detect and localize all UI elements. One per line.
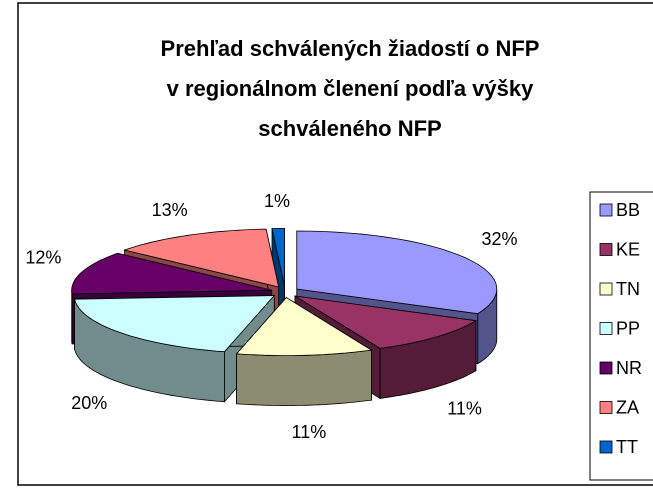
legend-swatch [599, 282, 613, 296]
chart-border [17, 2, 653, 486]
data-label: 20% [71, 393, 107, 413]
legend-label: NR [616, 358, 642, 378]
data-label: 12% [25, 248, 61, 268]
legend-swatch [599, 440, 613, 454]
legend-swatch [599, 401, 613, 414]
legend-label: PP [616, 318, 640, 338]
slice [74, 295, 276, 353]
data-label: 13% [152, 200, 188, 220]
slice [271, 228, 286, 287]
slice [123, 228, 280, 288]
legend-label: ZA [616, 397, 639, 417]
legend-label: TN [616, 279, 640, 299]
data-label: 1% [264, 191, 290, 211]
slice [294, 295, 478, 349]
slice [235, 297, 373, 356]
slice [71, 252, 272, 295]
legend-label: TT [616, 437, 638, 457]
legend-swatch [599, 322, 613, 335]
data-label: 11% [447, 398, 482, 418]
legend-swatch [599, 243, 613, 256]
legend-swatch [599, 361, 613, 375]
slice [296, 230, 498, 315]
data-label: 32% [481, 229, 517, 249]
legend-box [589, 191, 653, 481]
data-label: 11% [292, 422, 327, 442]
legend-label: KE [616, 239, 640, 259]
legend-label: BB [616, 200, 640, 220]
chart-title: Prehľad schválených žiadostí o NFP [161, 36, 540, 61]
legend-swatch [599, 203, 613, 217]
slice-wall [236, 349, 372, 406]
chart-title: v regionálnom členení podľa výšky [167, 76, 534, 101]
chart-title: schváleného NFP [258, 116, 441, 141]
